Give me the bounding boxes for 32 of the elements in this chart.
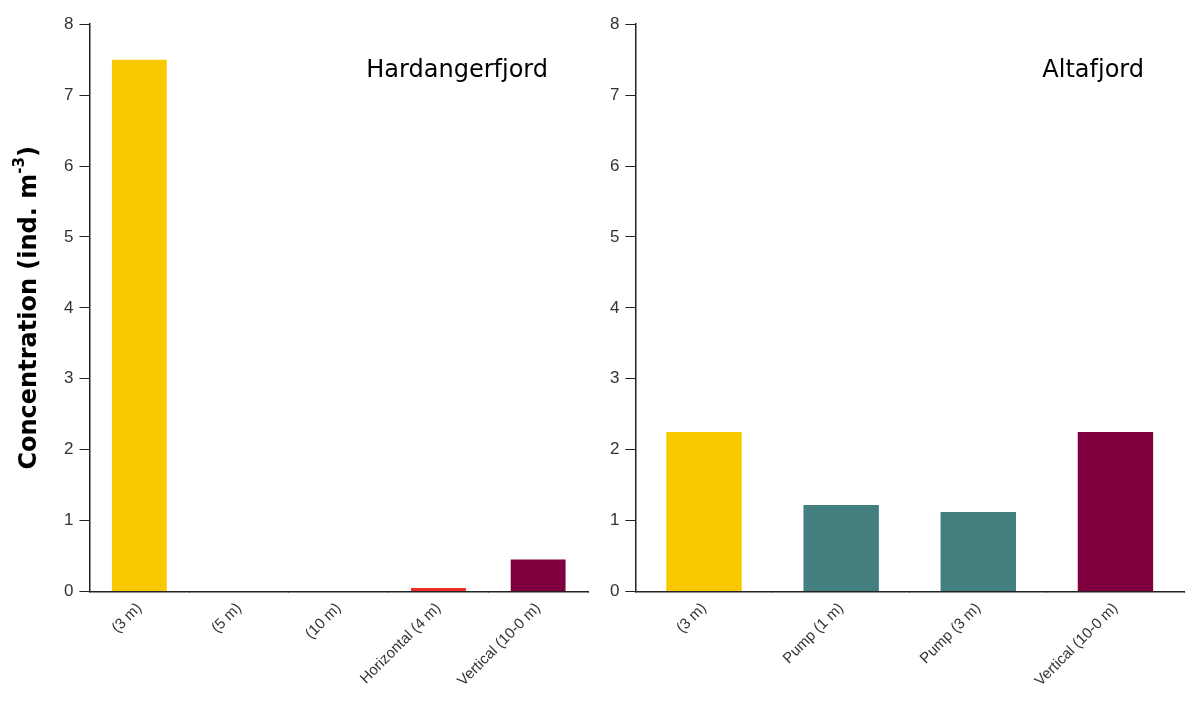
text: Altafjord	[1042, 55, 1144, 84]
y-tick-label: 3	[609, 368, 620, 388]
y-tick-label: 2	[63, 439, 74, 459]
x-tick-label: (5 m)	[207, 598, 245, 636]
y-tick-label: 7	[63, 84, 74, 104]
bar	[666, 431, 742, 591]
y-tick-label: 7	[609, 84, 620, 104]
bar	[111, 59, 167, 591]
bar	[803, 504, 879, 591]
y-tick-label: 8	[609, 13, 620, 33]
bar	[1077, 431, 1154, 591]
y-tick-label: 4	[609, 297, 620, 317]
y-tick-label: 5	[63, 226, 74, 246]
bar	[940, 512, 1017, 591]
y-tick-label: 2	[609, 439, 620, 459]
text: Hardangerfjord	[366, 55, 548, 84]
y-tick-label: 3	[63, 368, 74, 388]
y-tick-label: 0	[63, 581, 74, 601]
y-tick-label: 5	[609, 226, 620, 246]
x-tick-label: (3 m)	[672, 598, 710, 636]
bar	[411, 587, 466, 591]
y-tick-label: 8	[63, 13, 74, 33]
y-tick-label: 6	[63, 155, 74, 175]
y-tick-label: 0	[609, 581, 620, 601]
y-tick-label: 1	[63, 510, 74, 530]
x-tick-label: (10 m)	[301, 598, 344, 642]
y-tick-label: 4	[63, 297, 74, 317]
bar	[510, 559, 566, 591]
y-tick-label: 1	[609, 510, 620, 530]
y-axis-title: Concentration (ind. m-3)	[9, 146, 43, 470]
y-tick-label: 6	[609, 155, 620, 175]
x-tick-label: (3 m)	[107, 598, 145, 636]
